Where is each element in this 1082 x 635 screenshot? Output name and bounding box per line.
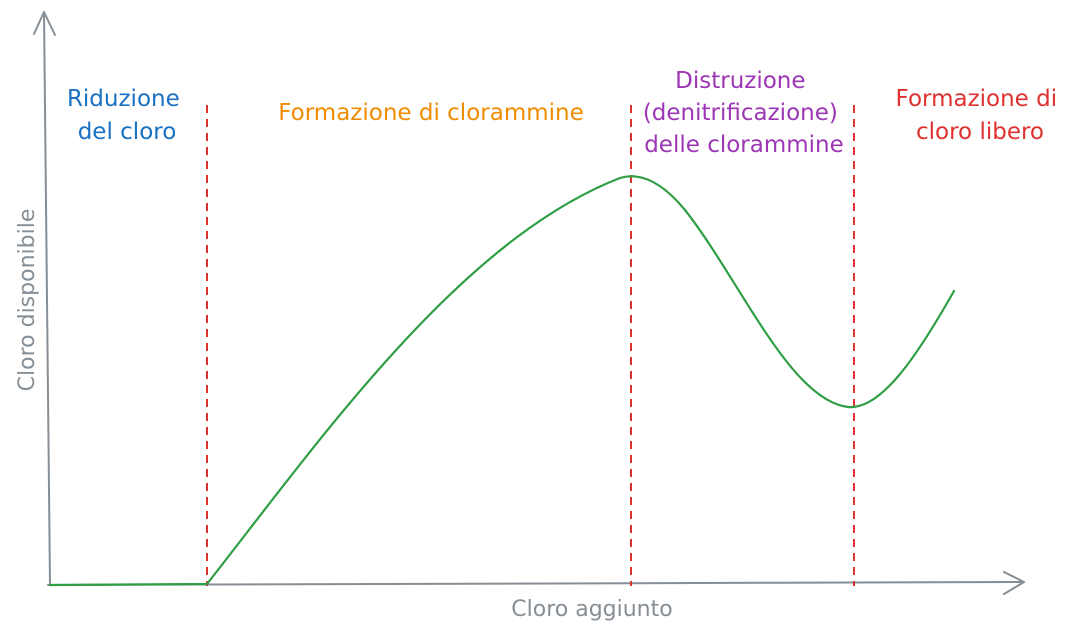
region-label-line: Formazione di clorammine: [278, 100, 584, 126]
x-axis-label: Cloro aggiunto: [511, 597, 672, 622]
region-label-cloro-libero: Formazione di cloro libero: [896, 86, 1065, 145]
region-label-line: delle clorammine: [644, 132, 844, 158]
region-label-line: Distruzione: [675, 68, 805, 94]
y-axis-label: Cloro disponibile: [15, 209, 40, 392]
x-axis-arrowhead: [1003, 571, 1025, 595]
region-label-line: Riduzione: [67, 86, 180, 112]
region-label-line: Formazione di: [896, 86, 1058, 112]
region-dividers: [206, 105, 855, 586]
y-axis-line: [43, 11, 51, 586]
region-label-distruzione: Distruzione (denitrificazione) delle clo…: [643, 68, 845, 158]
region-label-formazione-clorammine: Formazione di clorammine: [278, 100, 584, 126]
y-axis-arrowhead: [33, 11, 56, 36]
region-label-line: del cloro: [78, 119, 177, 145]
region-label-line: (denitrificazione): [643, 100, 838, 126]
available-chlorine-curve: [48, 175, 956, 587]
region-label-line: cloro libero: [916, 119, 1044, 145]
region-labels: Riduzione del cloro Formazione di cloram…: [67, 68, 1065, 158]
region-label-riduzione: Riduzione del cloro: [67, 86, 187, 145]
